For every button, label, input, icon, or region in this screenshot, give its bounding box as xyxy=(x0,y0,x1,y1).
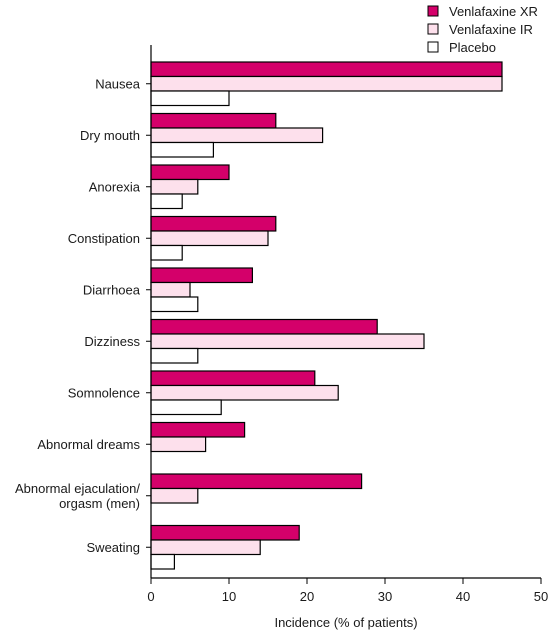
bar-venlafaxine-ir-sweating xyxy=(150,539,261,556)
bar-placebo-dizziness xyxy=(150,347,199,364)
x-tick-label: 30 xyxy=(378,589,392,604)
bar-venlafaxine-ir-dizziness xyxy=(150,333,425,350)
x-tick-label: 40 xyxy=(456,589,470,604)
bar-venlafaxine-ir-abnormal-dreams xyxy=(150,436,207,453)
bar-venlafaxine-xr-constipation xyxy=(150,215,277,232)
legend-swatch-venlafaxine-ir xyxy=(427,23,439,35)
bar-venlafaxine-ir-constipation xyxy=(150,230,269,247)
x-tick-label: 50 xyxy=(534,589,548,604)
category-label: Diarrhoea xyxy=(83,282,141,297)
legend-swatch-venlafaxine-xr xyxy=(427,5,439,17)
bar-venlafaxine-xr-diarrhoea xyxy=(150,267,254,284)
category-label: Somnolence xyxy=(68,385,140,400)
bar-venlafaxine-xr-somnolence xyxy=(150,370,316,387)
legend-label-venlafaxine-ir: Venlafaxine IR xyxy=(449,22,533,37)
bar-venlafaxine-ir-abnormal-ejaculation-orgasm-men xyxy=(150,487,199,504)
bar-placebo-constipation xyxy=(150,244,183,261)
bar-venlafaxine-xr-abnormal-ejaculation-orgasm-men xyxy=(150,473,363,490)
bar-venlafaxine-ir-diarrhoea xyxy=(150,281,191,298)
bar-placebo-diarrhoea xyxy=(150,296,199,313)
bar-venlafaxine-xr-dry-mouth xyxy=(150,112,277,129)
bar-placebo-sweating xyxy=(150,553,175,570)
bar-placebo-somnolence xyxy=(150,399,222,416)
legend-swatch-placebo xyxy=(427,41,439,53)
category-label: Abnormal ejaculation/ xyxy=(15,481,140,496)
legend: Venlafaxine XR Venlafaxine IR Placebo xyxy=(427,4,538,55)
bar-venlafaxine-ir-anorexia xyxy=(150,178,199,195)
x-tick-label: 0 xyxy=(147,589,154,604)
bar-venlafaxine-xr-anorexia xyxy=(150,164,230,181)
category-label: Constipation xyxy=(68,231,140,246)
bar-venlafaxine-ir-somnolence xyxy=(150,384,339,401)
category-label: Nausea xyxy=(95,76,141,91)
category-label: Sweating xyxy=(87,540,140,555)
bar-venlafaxine-xr-nausea xyxy=(150,61,503,78)
bars xyxy=(150,61,503,570)
bar-venlafaxine-xr-dizziness xyxy=(150,318,378,335)
category-label: Abnormal dreams xyxy=(37,437,140,452)
bar-placebo-anorexia xyxy=(150,193,183,210)
category-label: Anorexia xyxy=(89,179,141,194)
bar-placebo-dry-mouth xyxy=(150,141,215,158)
legend-label-venlafaxine-xr: Venlafaxine XR xyxy=(449,4,538,19)
legend-label-placebo: Placebo xyxy=(449,40,496,55)
x-axis-title: Incidence (% of patients) xyxy=(274,615,417,630)
bar-venlafaxine-xr-sweating xyxy=(150,524,300,541)
x-tick-label: 20 xyxy=(300,589,314,604)
x-ticks: 0 10 20 30 40 50 xyxy=(147,578,548,604)
x-tick-label: 10 xyxy=(222,589,236,604)
bar-placebo-nausea xyxy=(150,90,230,107)
bar-venlafaxine-xr-abnormal-dreams xyxy=(150,421,246,438)
category-labels: Nausea Dry mouth Anorexia Constipation Diarr… xyxy=(15,76,141,555)
category-label: Dizziness xyxy=(84,334,140,349)
category-label: Dry mouth xyxy=(80,128,140,143)
axes xyxy=(146,45,541,579)
bar-venlafaxine-ir-nausea xyxy=(150,75,503,92)
category-label: orgasm (men) xyxy=(59,496,140,511)
bar-venlafaxine-ir-dry-mouth xyxy=(150,127,324,144)
